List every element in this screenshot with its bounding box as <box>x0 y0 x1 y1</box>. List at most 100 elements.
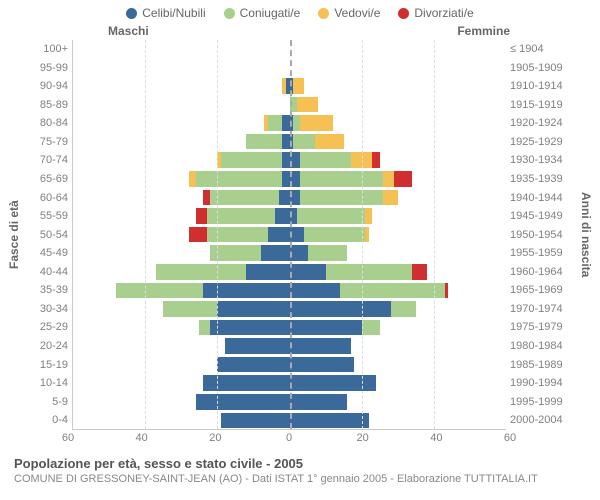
bar-segment <box>383 190 397 206</box>
bar-segment <box>290 413 369 429</box>
bar-male <box>73 413 290 429</box>
bar-segment <box>293 78 304 94</box>
age-tick: 70-74 <box>28 151 68 170</box>
age-tick: 95-99 <box>28 59 68 78</box>
age-tick: 50-54 <box>28 226 68 245</box>
bar-segment <box>290 245 308 261</box>
bar-segment <box>246 134 282 150</box>
bar-segment <box>308 245 348 261</box>
bar-segment <box>445 283 449 299</box>
bar-segment <box>365 208 372 224</box>
bar-segment <box>282 171 289 187</box>
age-tick: 20-24 <box>28 337 68 356</box>
birth-tick: 1925-1929 <box>510 133 572 152</box>
bar-segment <box>279 190 290 206</box>
age-ticks: 100+95-9990-9485-8980-8475-7970-7465-696… <box>28 40 72 430</box>
birth-tick: 1995-1999 <box>510 393 572 412</box>
bar-male <box>73 394 290 410</box>
age-tick: 30-34 <box>28 300 68 319</box>
bar-male <box>73 171 290 187</box>
bar-segment <box>290 338 351 354</box>
age-tick: 90-94 <box>28 77 68 96</box>
plot <box>72 40 506 430</box>
bar-segment <box>196 171 283 187</box>
bar-segment <box>282 115 289 131</box>
legend-swatch <box>318 8 329 19</box>
bar-male <box>73 208 290 224</box>
bar-segment <box>293 115 300 131</box>
bar-segment <box>300 190 383 206</box>
bar-female <box>290 375 507 391</box>
birth-tick: 1930-1934 <box>510 151 572 170</box>
bar-segment <box>383 171 394 187</box>
bar-segment <box>203 375 290 391</box>
x-axis: 6040200204060 <box>40 430 538 448</box>
bar-segment <box>290 264 326 280</box>
bar-segment <box>304 227 365 243</box>
bar-female <box>290 227 507 243</box>
gridline <box>145 40 146 429</box>
bar-male <box>73 320 290 336</box>
gridline <box>362 40 363 429</box>
bar-segment <box>116 283 203 299</box>
age-tick: 5-9 <box>28 393 68 412</box>
bar-male <box>73 60 290 76</box>
age-tick: 75-79 <box>28 133 68 152</box>
bar-segment <box>315 134 344 150</box>
x-tick: 20 <box>357 432 369 444</box>
bar-male <box>73 227 290 243</box>
legend-item: Coniugati/e <box>224 6 301 20</box>
bar-segment <box>340 283 445 299</box>
bar-segment <box>372 152 379 168</box>
bar-segment <box>365 227 369 243</box>
birth-tick: 1905-1909 <box>510 59 572 78</box>
birth-tick: 1965-1969 <box>510 281 572 300</box>
bar-segment <box>203 283 290 299</box>
x-tick: 0 <box>286 432 292 444</box>
birth-tick: 1940-1944 <box>510 189 572 208</box>
bar-segment <box>290 301 391 317</box>
bar-segment <box>282 152 289 168</box>
bar-segment <box>268 227 290 243</box>
bar-segment <box>394 171 412 187</box>
legend-label: Divorziati/e <box>414 6 473 20</box>
age-tick: 40-44 <box>28 263 68 282</box>
bar-female <box>290 41 507 57</box>
birth-tick: 1950-1954 <box>510 226 572 245</box>
age-tick: 0-4 <box>28 411 68 430</box>
bar-segment <box>207 227 268 243</box>
x-tick: 60 <box>504 432 516 444</box>
x-tick: 40 <box>430 432 442 444</box>
birth-tick: 1935-1939 <box>510 170 572 189</box>
bar-segment <box>300 152 351 168</box>
bar-female <box>290 301 507 317</box>
bar-male <box>73 190 290 206</box>
age-tick: 25-29 <box>28 318 68 337</box>
age-tick: 35-39 <box>28 281 68 300</box>
bar-segment <box>196 208 207 224</box>
age-tick: 15-19 <box>28 356 68 375</box>
x-tick: 60 <box>62 432 74 444</box>
birth-tick: 1990-1994 <box>510 374 572 393</box>
bar-female <box>290 171 507 187</box>
bar-segment <box>221 413 290 429</box>
age-tick: 85-89 <box>28 96 68 115</box>
bar-segment <box>217 357 289 373</box>
gridline <box>434 40 435 429</box>
bar-female <box>290 152 507 168</box>
bar-segment <box>282 134 289 150</box>
bar-female <box>290 134 507 150</box>
birth-tick: 1910-1914 <box>510 77 572 96</box>
gridline <box>217 40 218 429</box>
x-tick: 20 <box>209 432 221 444</box>
chart-title: Popolazione per età, sesso e stato civil… <box>14 456 586 471</box>
bar-segment <box>217 301 289 317</box>
bar-segment <box>290 394 348 410</box>
bar-female <box>290 264 507 280</box>
bar-male <box>73 245 290 261</box>
bar-segment <box>156 264 246 280</box>
birth-year-ticks: ≤ 19041905-19091910-19141915-19191920-19… <box>506 40 572 430</box>
birth-tick: 1985-1989 <box>510 356 572 375</box>
bar-female <box>290 283 507 299</box>
age-tick: 10-14 <box>28 374 68 393</box>
